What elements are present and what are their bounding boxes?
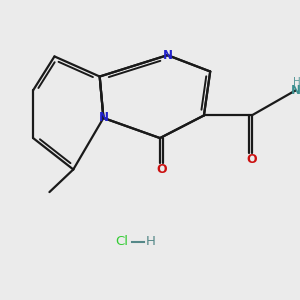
Text: Cl: Cl <box>115 235 128 248</box>
Text: O: O <box>156 163 167 176</box>
Text: H: H <box>293 77 300 87</box>
Text: N: N <box>163 49 172 62</box>
Text: O: O <box>246 153 257 166</box>
Text: N: N <box>291 84 300 97</box>
Text: H: H <box>146 235 156 248</box>
Text: N: N <box>98 112 108 124</box>
